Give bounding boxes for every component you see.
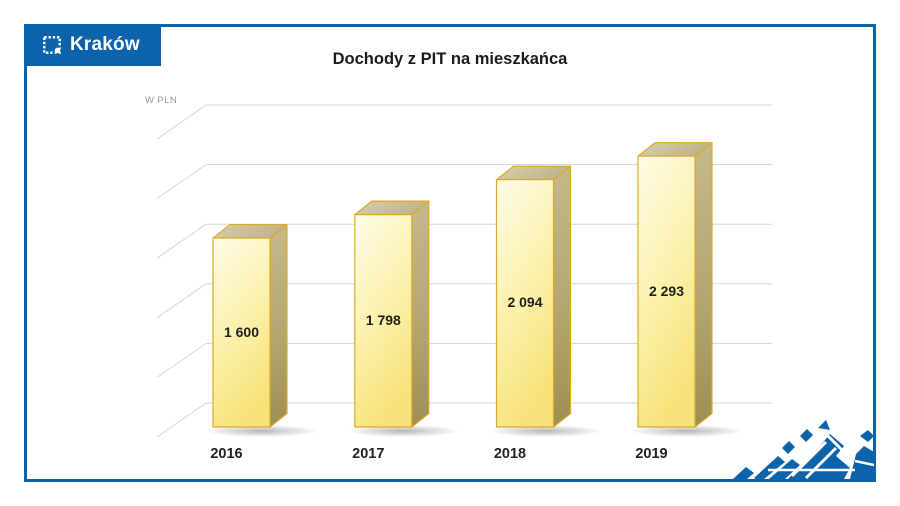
krakow-logo-text: Kraków — [70, 34, 140, 55]
y-axis-unit-label: W PLN — [145, 95, 178, 106]
x-axis-label: 2017 — [352, 446, 385, 462]
bars — [205, 142, 743, 437]
chart-title: Dochody z PIT na mieszkańca — [332, 50, 568, 68]
x-axis-label: 2018 — [493, 446, 527, 462]
bar-2019 — [637, 142, 713, 428]
x-axis-label: 2019 — [635, 446, 668, 462]
bar-2016 — [212, 223, 288, 428]
bar-value-label: 2 293 — [648, 282, 685, 299]
krakow-logo: Kraków — [24, 24, 161, 66]
bar-2017 — [354, 200, 430, 428]
x-axis-label: 2016 — [210, 446, 243, 462]
krakow-logo-icon — [43, 36, 61, 54]
bar-2018 — [495, 165, 572, 428]
krakow-map-decoration — [733, 420, 874, 479]
bar-value-label: 2 094 — [507, 294, 543, 311]
content-frame — [24, 24, 876, 482]
bar-value-label: 1 600 — [223, 323, 260, 340]
bar-value-label: 1 798 — [365, 311, 401, 328]
